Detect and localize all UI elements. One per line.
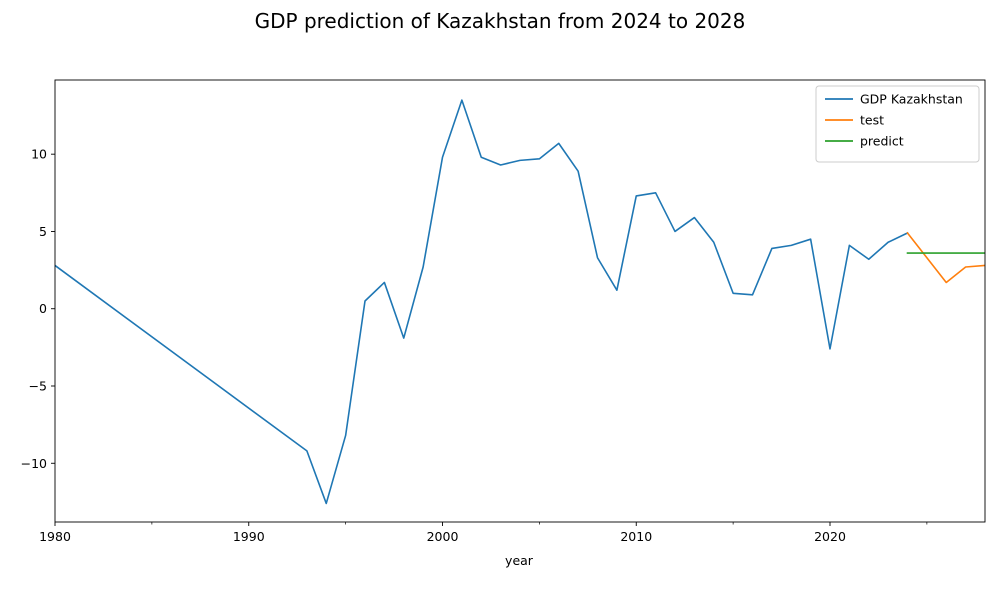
y-tick-label: 0 xyxy=(39,301,47,316)
x-tick-label: 1990 xyxy=(233,529,265,544)
x-tick-label: 2020 xyxy=(814,529,846,544)
y-tick-label: −10 xyxy=(21,456,47,471)
legend-entry: predict xyxy=(860,134,904,149)
chart-title: GDP prediction of Kazakhstan from 2024 t… xyxy=(255,9,746,33)
legend-entry: GDP Kazakhstan xyxy=(860,92,963,107)
x-tick-label: 1980 xyxy=(39,529,71,544)
legend-entry: test xyxy=(860,113,884,128)
x-axis-label: year xyxy=(505,553,534,568)
series-line-test xyxy=(908,233,986,282)
x-tick-label: 2010 xyxy=(620,529,652,544)
legend: GDP Kazakhstan test predict xyxy=(816,86,979,162)
x-tick-label: 2000 xyxy=(427,529,459,544)
y-tick-label: 5 xyxy=(39,224,47,239)
y-tick-label: −5 xyxy=(29,379,47,394)
series-line-gdp-kazakhstan xyxy=(55,100,908,503)
y-tick-label: 10 xyxy=(31,147,47,162)
